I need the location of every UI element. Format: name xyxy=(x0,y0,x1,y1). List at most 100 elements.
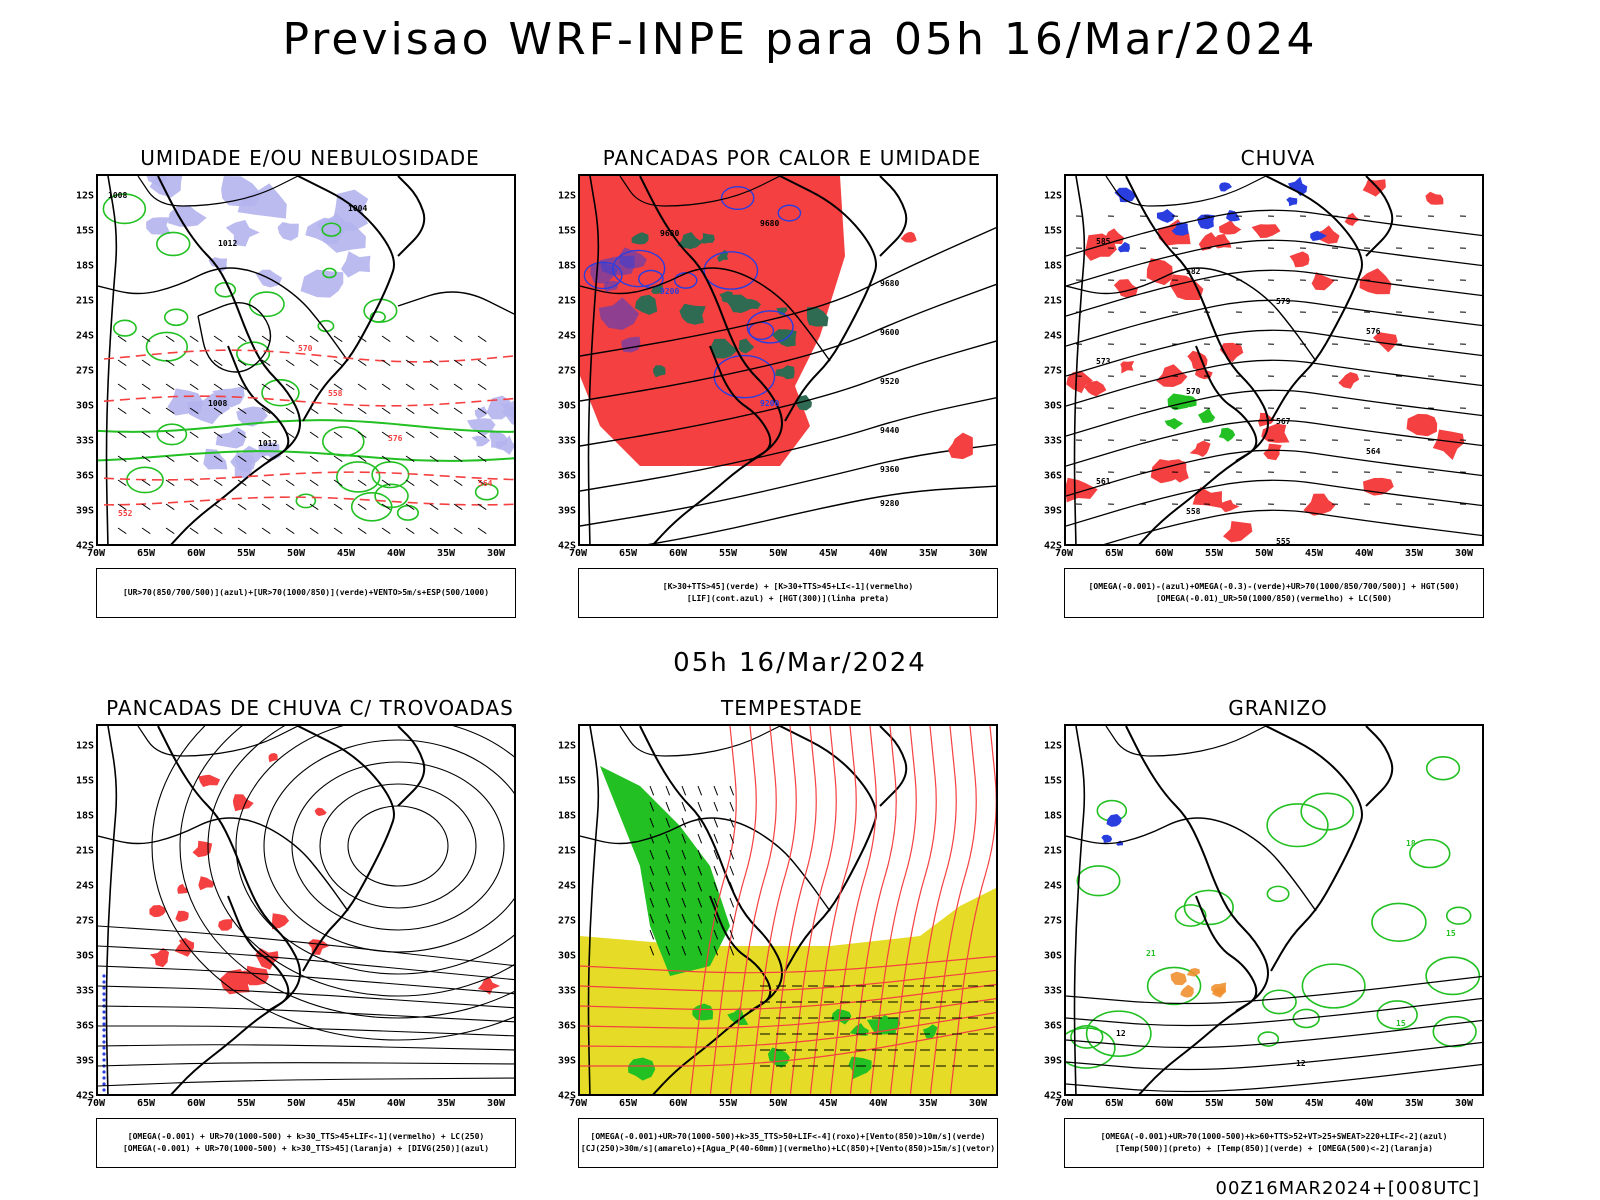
wind-vector xyxy=(189,455,199,463)
wind-vector xyxy=(477,335,487,343)
wind-vector xyxy=(649,913,655,924)
wind-vector xyxy=(713,913,719,924)
rain-area xyxy=(1218,220,1242,235)
coastline xyxy=(1265,176,1363,422)
longitude-tick-label: 65W xyxy=(136,548,156,559)
wind-vector xyxy=(285,431,295,439)
wind-vector xyxy=(429,503,439,511)
latitude-tick-label: 36S xyxy=(557,1020,576,1032)
wind-vector xyxy=(357,431,367,439)
latitude-tick-label: 12S xyxy=(1043,740,1062,752)
latitude-axis: 12S 15S 18S 21S 24S 27S 30S 33S 36S 39S 42S xyxy=(542,174,576,552)
humidity-mid-area xyxy=(212,386,245,408)
longitude-tick-label: 60W xyxy=(1154,1098,1174,1109)
geopotential-contour xyxy=(1066,299,1482,347)
divergence-area xyxy=(102,1052,106,1056)
wind-vector xyxy=(477,359,487,367)
wind-vector xyxy=(713,945,719,956)
contour-label: 9280 xyxy=(880,499,899,508)
coastline xyxy=(639,176,783,544)
rain-area xyxy=(1187,350,1208,372)
wind-vector xyxy=(681,849,687,860)
omega-500-area xyxy=(1180,984,1194,998)
wind-vector xyxy=(429,431,439,439)
latitude-tick-label: 42S xyxy=(557,1090,576,1102)
wind-vector xyxy=(357,359,367,367)
rain-area xyxy=(1316,225,1340,244)
wind-vector xyxy=(141,503,151,511)
rain-area xyxy=(1223,521,1253,543)
latitude-tick-label: 30S xyxy=(75,950,94,962)
wind-vector xyxy=(381,359,391,367)
rain-area xyxy=(1406,413,1438,437)
latitude-tick-label: 27S xyxy=(75,365,94,377)
wind-vector xyxy=(681,881,687,892)
contour-label: 567 xyxy=(1276,417,1291,426)
temperature-850-contour xyxy=(1266,885,1290,903)
wind-vector xyxy=(117,455,127,463)
latitude-tick-label: 36S xyxy=(75,470,94,482)
contour-label: 570 xyxy=(298,344,313,353)
map-trovoadas xyxy=(96,724,516,1096)
humidity-low-contour xyxy=(322,426,365,457)
wind-vector xyxy=(649,881,655,892)
humidity-mid-area xyxy=(501,400,514,419)
wind-vector xyxy=(237,479,247,487)
longitude-tick-label: 45W xyxy=(1304,548,1324,559)
panel-chuva: CHUVA 12S 15S 18S 21S 24S 27S 30S 33S 36S 39S 42S … xyxy=(1028,146,1528,626)
streamline xyxy=(98,965,514,995)
omega-area xyxy=(1171,222,1189,236)
contour-label: 576 xyxy=(388,434,403,443)
wind-vector xyxy=(309,335,319,343)
wind-vector xyxy=(453,383,463,391)
latitude-tick-label: 18S xyxy=(75,810,94,822)
precipitable-water-contour xyxy=(889,726,937,1094)
thunderstorm-area xyxy=(246,965,269,986)
wind-vector xyxy=(697,865,703,876)
map-svg xyxy=(580,726,996,1094)
lifted-index-contour xyxy=(746,310,794,344)
thunderstorm-area xyxy=(314,807,327,817)
latitude-tick-label: 30S xyxy=(75,400,94,412)
panel-title: GRANIZO xyxy=(1228,696,1328,720)
wind-vector xyxy=(285,527,295,535)
contour-label: 561 xyxy=(1096,477,1111,486)
wind-vector xyxy=(117,383,127,391)
divergence-area xyxy=(102,992,106,996)
panel-title: TEMPESTADE xyxy=(721,696,863,720)
coastline xyxy=(879,176,908,257)
wind-vector xyxy=(213,527,223,535)
wind-vector xyxy=(117,479,127,487)
omega-area xyxy=(1114,187,1136,203)
legend-box: [UR>70(850/700/500)](azul)+[UR>70(1000/8… xyxy=(96,568,516,618)
precipitable-water-contour xyxy=(580,955,996,974)
latitude-tick-label: 21S xyxy=(557,295,576,307)
longitude-axis: 70W 65W 60W 55W 50W 45W 40W 35W 30W xyxy=(1055,548,1484,562)
lifted-index-area xyxy=(603,280,619,292)
wind-vector xyxy=(429,335,439,343)
wind-vector xyxy=(357,407,367,415)
wind-vector xyxy=(141,359,151,367)
coastline xyxy=(639,726,783,1094)
latitude-tick-label: 21S xyxy=(557,845,576,857)
longitude-tick-label: 55W xyxy=(236,548,256,559)
lifted-index-contour xyxy=(777,204,802,222)
wind-vector xyxy=(165,503,175,511)
panel-title: PANCADAS DE CHUVA C/ TROVOADAS xyxy=(106,696,514,720)
legend-line: [OMEGA(-0.01)_UR>50(1000/850)(vermelho) … xyxy=(1155,594,1392,603)
latitude-tick-label: 39S xyxy=(557,1055,576,1067)
legend-line: [OMEGA(-0.001) + UR>70(1000-500) + k>30_… xyxy=(122,1144,490,1153)
temperature-500-contour xyxy=(1066,1063,1482,1093)
humidity-mid-area xyxy=(495,435,514,455)
contour-label: 558 xyxy=(328,389,343,398)
coastline xyxy=(1125,726,1269,1094)
thunderstorm-area xyxy=(149,905,166,918)
wind-vector xyxy=(697,785,703,796)
omega-area xyxy=(1226,210,1241,222)
rain-area xyxy=(1219,499,1240,513)
humidity-low-contour xyxy=(350,491,393,522)
wind-vector xyxy=(309,527,319,535)
thunderstorm-area xyxy=(198,876,215,891)
humidity-mid-area xyxy=(277,222,299,241)
latitude-tick-label: 27S xyxy=(75,915,94,927)
